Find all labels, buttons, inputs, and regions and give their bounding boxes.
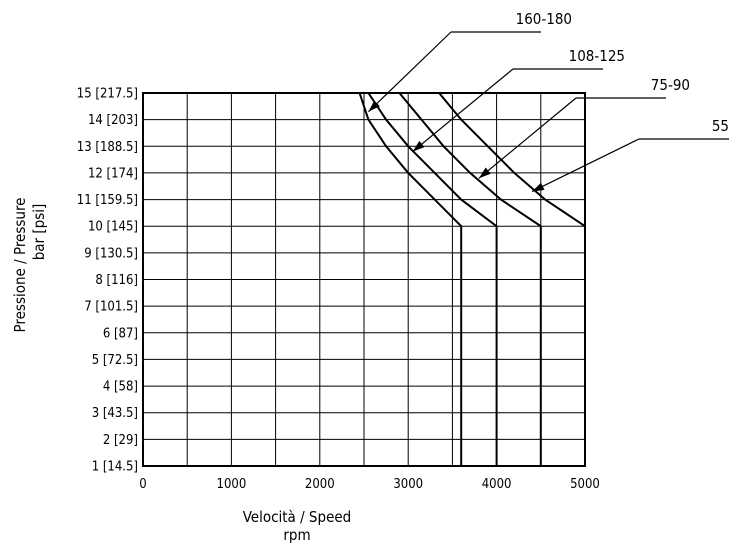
y-tick-label: 10 [145] — [88, 220, 138, 235]
series-label-108-125: 108-125 — [569, 47, 625, 65]
y-tick-label: 6 [87] — [103, 326, 138, 341]
y-tick-label: 12 [174] — [88, 166, 138, 181]
series-line-160-180 — [143, 92, 463, 467]
y-tick-label: 7 [101.5] — [84, 300, 138, 315]
callout-arrowhead — [478, 167, 491, 179]
callout-arrowhead — [412, 140, 425, 152]
y-tick-label: 5 [72.5] — [92, 353, 138, 368]
callout-arrowhead — [531, 182, 545, 192]
x-tick-label: 0 — [139, 477, 146, 492]
y-tick-label: 13 [188.5] — [77, 140, 138, 155]
x-tick-label: 2000 — [305, 477, 335, 492]
x-tick-label: 1000 — [217, 477, 247, 492]
series-line-75-90 — [143, 92, 542, 467]
callouts: 160-180 108-125 75-90 55 — [368, 10, 729, 193]
callout-55: 55 — [531, 117, 729, 193]
y-axis-title: Pressione / Pressure — [11, 198, 29, 333]
y-tick-label: 1 [14.5] — [92, 460, 138, 475]
series-line-108-125 — [143, 92, 498, 467]
callout-leader — [531, 138, 640, 193]
series — [143, 92, 586, 467]
callout-arrowhead — [368, 100, 380, 112]
y-tick-label: 11 [159.5] — [77, 193, 138, 208]
y-tick-label: 14 [203] — [88, 113, 138, 128]
y-axis-unit: bar [psi] — [30, 204, 48, 261]
callout-leader — [478, 97, 577, 179]
y-tick-label: 9 [130.5] — [84, 246, 138, 261]
x-tick-label: 4000 — [482, 477, 512, 492]
y-tick-label: 4 [58] — [103, 380, 138, 395]
x-axis-title: Velocità / Speed — [243, 508, 352, 526]
y-tick-label: 8 [116] — [95, 273, 138, 288]
y-tick-label: 3 [43.5] — [92, 406, 138, 421]
grid — [142, 92, 586, 467]
x-axis-unit: rpm — [283, 526, 310, 543]
x-tick-label: 5000 — [570, 477, 600, 492]
callout-160-180: 160-180 — [368, 10, 572, 113]
y-tick-label: 2 [29] — [103, 433, 138, 448]
callout-leader — [368, 31, 452, 113]
y-tick-labels: 1 [14.5] 2 [29] 3 [43.5] 4 [58] 5 [72.5] 6 [8… — [77, 87, 138, 475]
series-label-160-180: 160-180 — [516, 10, 572, 28]
callout-75-90: 75-90 — [478, 76, 690, 179]
series-label-75-90: 75-90 — [651, 76, 690, 94]
x-tick-labels: 0 1000 2000 3000 4000 5000 — [139, 477, 600, 492]
series-label-55: 55 — [712, 117, 729, 135]
y-tick-label: 15 [217.5] — [77, 87, 138, 102]
series-line-55 — [143, 92, 586, 467]
callout-leader — [412, 68, 514, 153]
x-tick-label: 3000 — [393, 477, 423, 492]
callout-108-125: 108-125 — [412, 47, 625, 153]
